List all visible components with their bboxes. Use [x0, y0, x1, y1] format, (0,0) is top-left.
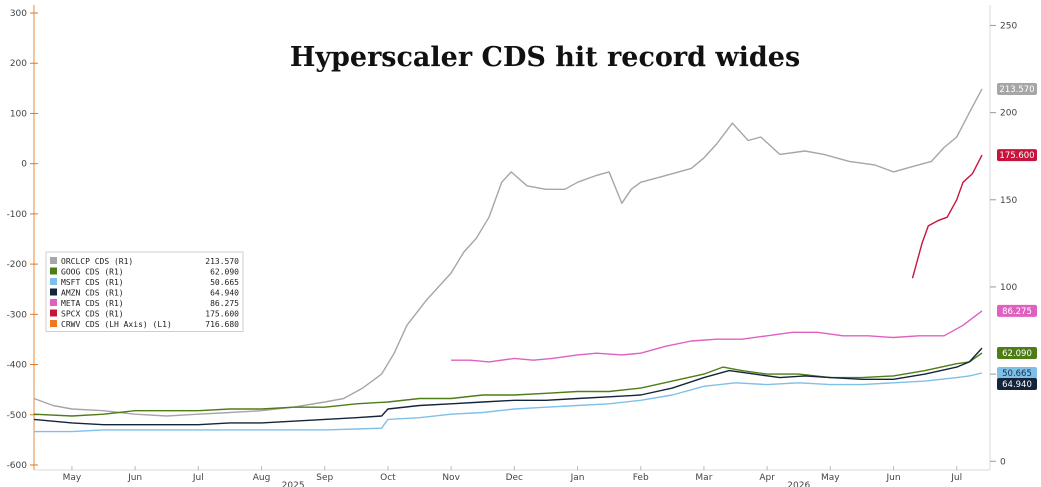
legend-entry-value: 62.090	[210, 268, 239, 277]
x-tick-label: Jun	[885, 473, 900, 483]
left-tick-label: -100	[7, 210, 28, 220]
left-tick-label: -600	[7, 461, 28, 471]
right-tick-label: 0	[1000, 457, 1006, 467]
x-tick-label: Jan	[570, 473, 585, 483]
last-value-tag	[997, 304, 1037, 317]
right-tick-label: 250	[1000, 21, 1017, 31]
series-layer	[33, 88, 983, 433]
legend-swatch	[50, 309, 57, 317]
last-value-tag	[997, 347, 1037, 360]
x-tick-label: Apr	[759, 473, 775, 483]
legend-entry-value: 213.570	[205, 257, 239, 266]
legend-entry-name: CRWV CDS (LH Axis) (L1)	[61, 320, 172, 329]
right-tick-label: 100	[1000, 283, 1017, 293]
x-tick-label: Jul	[192, 473, 204, 483]
left-tick-label: -300	[7, 310, 28, 320]
series-line-spcx	[911, 154, 983, 279]
last-value-tag-label: 50.665	[1002, 369, 1032, 379]
right-tick-label: 200	[1000, 109, 1017, 119]
x-year-label: 2026	[787, 481, 810, 487]
x-tick-label: May	[821, 473, 840, 483]
left-tick-label: -500	[7, 411, 28, 421]
legend-entry-value: 716.680	[205, 320, 239, 329]
chart-title: Hyperscaler CDS hit record wides	[290, 42, 800, 73]
last-value-tag-label: 213.570	[999, 85, 1034, 95]
legend-entry-value: 175.600	[205, 310, 239, 319]
x-year-label: 2025	[282, 481, 305, 487]
last-value-tag-label: 86.275	[1002, 307, 1032, 317]
x-tick-label: Jul	[950, 473, 962, 483]
legend-entry-value: 86.275	[210, 299, 239, 308]
left-tick-label: 100	[10, 109, 27, 119]
last-value-tag-label: 175.600	[999, 151, 1034, 161]
legend-swatch	[50, 257, 57, 264]
series-line-goog	[33, 352, 983, 417]
legend-entry-name: MSFT CDS (R1)	[61, 278, 124, 287]
x-tick-label: Dec	[506, 473, 523, 483]
left-tick-label: -400	[7, 361, 28, 371]
x-tick-label: Oct	[380, 473, 396, 483]
legend-swatch	[50, 299, 57, 306]
left-tick-label: 300	[10, 9, 27, 19]
series-line-orclcp	[33, 88, 983, 417]
last-value-tag	[997, 82, 1037, 95]
legend-entry-name: ORCLCP CDS (R1)	[61, 257, 133, 266]
legend-entry-name: META CDS (R1)	[61, 299, 124, 308]
series-line-amzn	[33, 347, 983, 426]
last-value-tag	[997, 149, 1037, 162]
legend-entry-value: 64.940	[210, 289, 239, 298]
right-tick-label: 150	[1000, 196, 1017, 206]
legend-entry-name: GOOG CDS (R1)	[61, 268, 124, 277]
legend-entry-name: AMZN CDS (R1)	[61, 289, 124, 298]
last-value-tag	[997, 377, 1037, 390]
x-axis-ticks: May Jun Jul Aug Sep Oct Nov Dec Jan Feb Mar Apr May J…	[63, 466, 962, 487]
legend-swatch	[50, 267, 57, 275]
left-tick-label: -200	[7, 260, 28, 270]
x-tick-label: Nov	[442, 473, 460, 483]
left-axis-ticks: 300 200 100 0 -100 -200 -300 -400 -500 -600	[7, 9, 38, 471]
x-tick-label: Feb	[633, 473, 649, 483]
legend: ORCLCP CDS (R1) 213.570 GOOG CDS (R1) 62.09…	[45, 251, 244, 332]
series-line-msft	[34, 372, 983, 433]
legend-entry-value: 50.665	[210, 278, 239, 287]
left-tick-label: 0	[21, 160, 27, 170]
x-tick-label: Mar	[695, 473, 712, 483]
legend-swatch	[50, 320, 57, 327]
x-tick-label: May	[63, 473, 82, 483]
left-tick-label: 200	[10, 59, 27, 69]
last-value-tag	[997, 366, 1037, 379]
legend-swatch	[50, 278, 57, 285]
legend-box	[45, 251, 244, 332]
x-tick-label: Jun	[127, 473, 142, 483]
x-tick-label: Aug	[253, 473, 271, 483]
legend-swatch	[50, 288, 57, 296]
legend-entry-name: SPCX CDS (R1)	[61, 310, 124, 319]
x-tick-label: Sep	[316, 473, 333, 483]
last-value-tag-label: 64.940	[1002, 380, 1032, 390]
last-value-tag-label: 62.090	[1002, 349, 1032, 359]
series-line-meta	[451, 310, 983, 363]
